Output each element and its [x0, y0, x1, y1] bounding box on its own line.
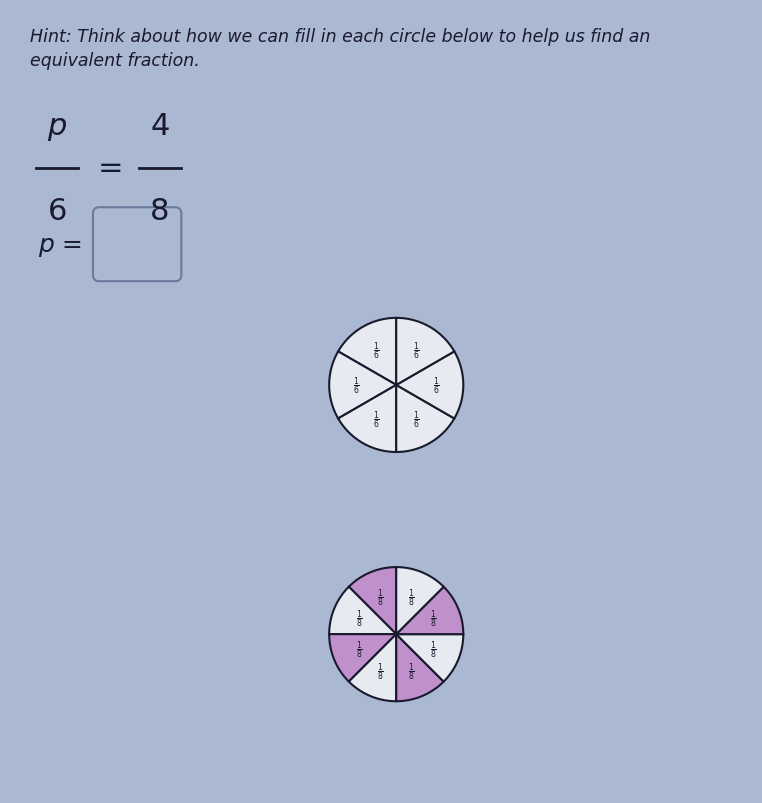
Text: 8: 8 [150, 197, 170, 226]
Text: p: p [47, 112, 67, 141]
Text: $\frac{1}{6}$: $\frac{1}{6}$ [353, 375, 360, 396]
Text: $\frac{1}{6}$: $\frac{1}{6}$ [413, 410, 420, 431]
Text: $\frac{1}{8}$: $\frac{1}{8}$ [430, 639, 437, 661]
Text: $\frac{1}{6}$: $\frac{1}{6}$ [373, 340, 379, 361]
FancyBboxPatch shape [93, 208, 181, 282]
Text: $\frac{1}{8}$: $\frac{1}{8}$ [377, 586, 384, 608]
Text: $\frac{1}{6}$: $\frac{1}{6}$ [373, 410, 379, 431]
Text: $\frac{1}{8}$: $\frac{1}{8}$ [356, 608, 363, 630]
Text: =: = [98, 154, 123, 183]
Text: $\frac{1}{8}$: $\frac{1}{8}$ [408, 586, 415, 608]
Text: $\frac{1}{8}$: $\frac{1}{8}$ [356, 639, 363, 661]
Text: 6: 6 [47, 197, 67, 226]
Text: p =: p = [38, 233, 83, 257]
Text: $\frac{1}{6}$: $\frac{1}{6}$ [413, 340, 420, 361]
Text: Hint: Think about how we can fill in each circle below to help us find an: Hint: Think about how we can fill in eac… [30, 28, 651, 46]
Text: $\frac{1}{6}$: $\frac{1}{6}$ [433, 375, 440, 396]
Text: $\frac{1}{8}$: $\frac{1}{8}$ [408, 661, 415, 683]
Text: equivalent fraction.: equivalent fraction. [30, 52, 200, 70]
Text: $\frac{1}{8}$: $\frac{1}{8}$ [377, 661, 384, 683]
Text: 4: 4 [150, 112, 170, 141]
Text: $\frac{1}{8}$: $\frac{1}{8}$ [430, 608, 437, 630]
